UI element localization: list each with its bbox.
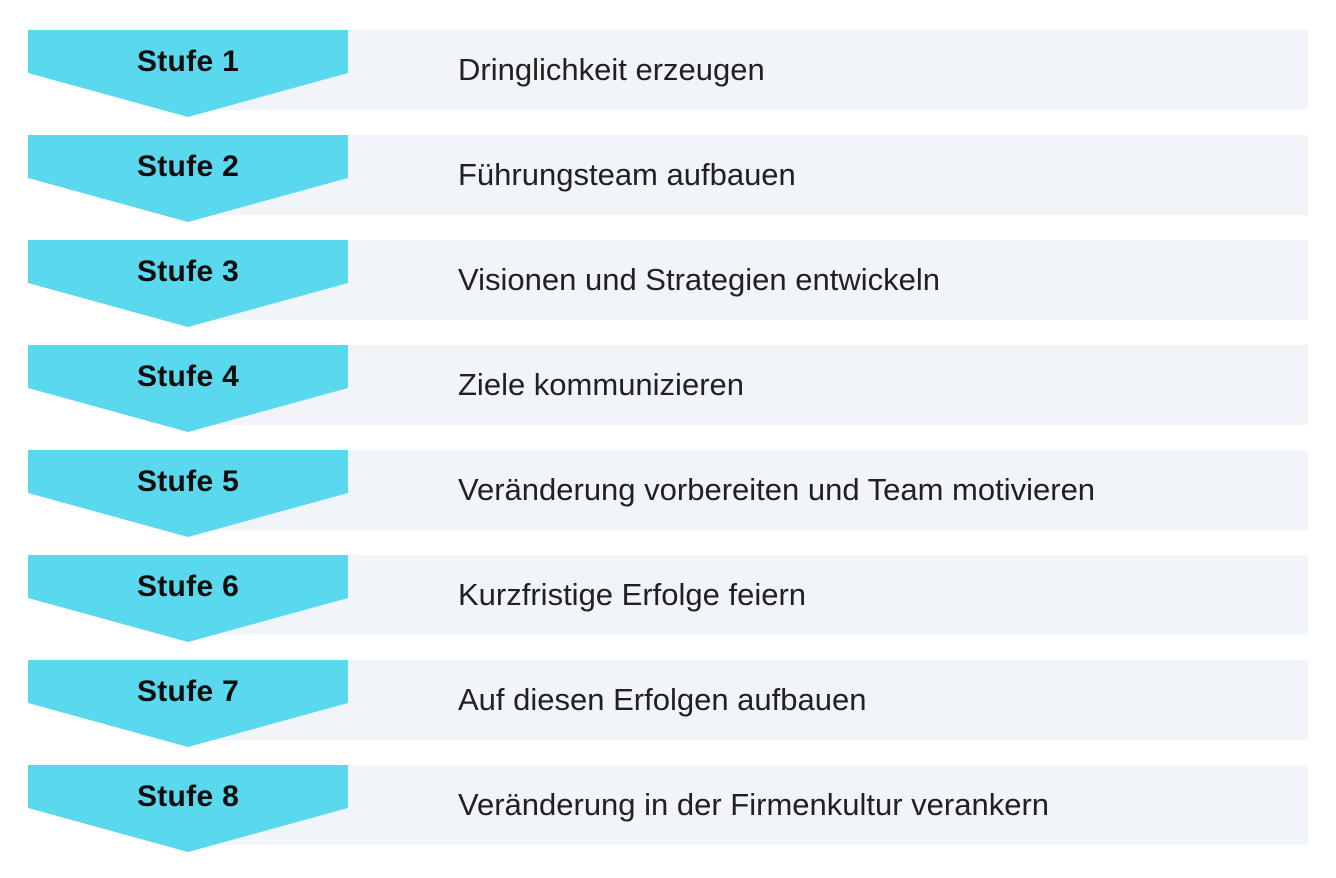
step-description: Veränderung vorbereiten und Team motivie… <box>458 472 1096 507</box>
step-label: Stufe 6 <box>136 570 240 603</box>
step-row-2: Stufe 2 Führungsteam aufbauen <box>0 135 1336 240</box>
step-chevron-down: Stufe 4 <box>28 345 348 432</box>
step-bar <box>189 555 1308 635</box>
step-bar <box>189 765 1308 845</box>
step-description: Führungsteam aufbauen <box>458 157 796 192</box>
step-description: Auf diesen Erfolgen aufbauen <box>458 682 867 717</box>
step-bar <box>189 660 1308 740</box>
step-row-7: Stufe 7 Auf diesen Erfolgen aufbauen <box>0 660 1336 765</box>
step-label: Stufe 1 <box>136 45 240 78</box>
step-label: Stufe 5 <box>136 465 240 498</box>
step-row-6: Stufe 6 Kurzfristige Erfolge feiern <box>0 555 1336 660</box>
step-bar <box>189 450 1308 530</box>
step-label: Stufe 4 <box>136 360 240 393</box>
step-row-8: Stufe 8 Veränderung in der Firmenkultur … <box>0 765 1336 870</box>
step-label: Stufe 3 <box>136 255 240 288</box>
step-description: Ziele kommunizieren <box>458 367 744 402</box>
step-label: Stufe 2 <box>136 150 240 183</box>
step-bar <box>189 135 1308 215</box>
step-label: Stufe 7 <box>136 675 240 708</box>
step-label: Stufe 8 <box>136 780 240 813</box>
step-row-5: Stufe 5 Veränderung vorbereiten und Team… <box>0 450 1336 555</box>
step-row-1: Stufe 1 Dringlichkeit erzeugen <box>0 30 1336 135</box>
step-bar <box>189 30 1308 110</box>
step-description: Veränderung in der Firmenkultur veranker… <box>458 787 1050 822</box>
step-row-3: Stufe 3 Visionen und Strategien entwicke… <box>0 240 1336 345</box>
step-bar <box>189 240 1308 320</box>
step-description: Kurzfristige Erfolge feiern <box>458 577 807 612</box>
step-row-4: Stufe 4 Ziele kommunizieren <box>0 345 1336 450</box>
step-bar <box>189 345 1308 425</box>
step-description: Dringlichkeit erzeugen <box>458 52 765 87</box>
step-description: Visionen und Strategien entwickeln <box>458 262 940 297</box>
